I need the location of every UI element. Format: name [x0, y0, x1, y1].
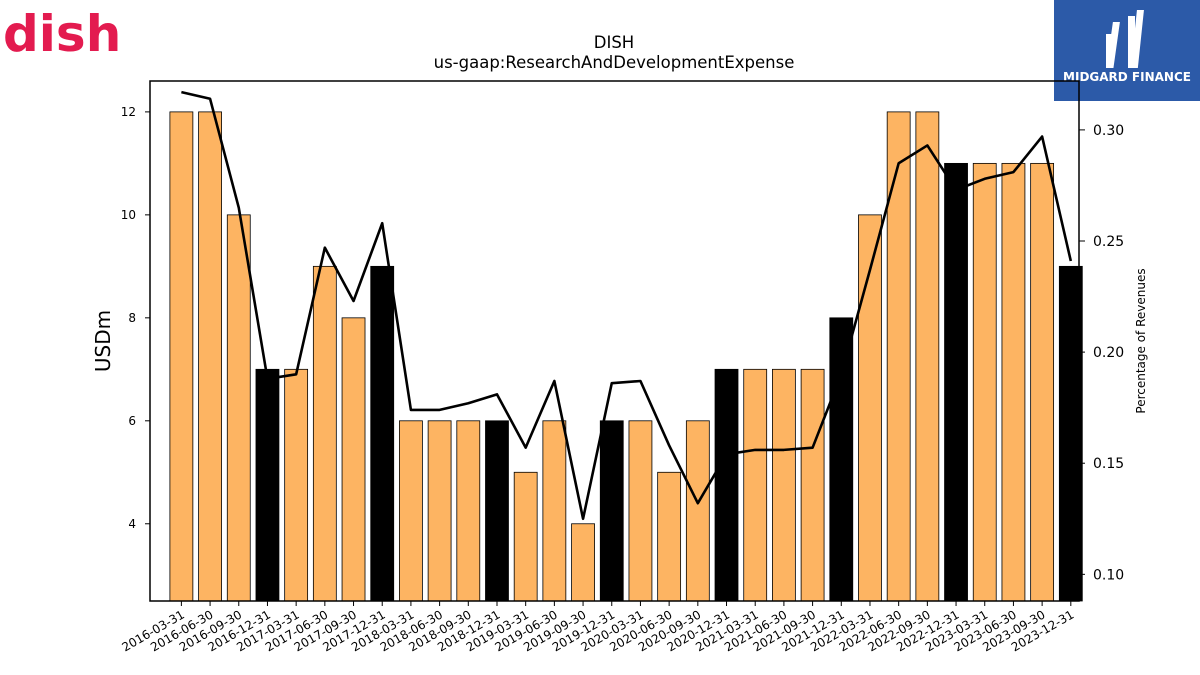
y-axis: 4 6 8 10 12: [121, 105, 150, 531]
bar-2021-09-30: [800, 368, 825, 602]
y-tick-label: 8: [128, 311, 136, 325]
y-tick-label: 6: [128, 414, 136, 428]
plot-frame: [149, 80, 1080, 602]
chart-title: DISH: [594, 33, 634, 52]
y2-axis: 0.10 0.15 0.20 0.25 0.30: [1079, 123, 1124, 583]
bar-2020-09-30: [685, 420, 710, 602]
bar-2021-12-31: [829, 317, 854, 602]
percentage-line: [181, 90, 1073, 521]
bar-2020-12-31: [714, 368, 739, 602]
bar-2016-03-31: [169, 111, 194, 602]
bar-2016-12-31: [255, 368, 280, 602]
chart-subtitle: us-gaap:ResearchAndDevelopmentExpense: [434, 53, 795, 72]
bar-2016-09-30: [226, 214, 251, 602]
x-axis: 2016-03-312016-06-302016-09-302016-12-31…: [119, 601, 1076, 654]
bar-2017-09-30: [341, 317, 366, 602]
bar-group: [169, 111, 1083, 602]
midgard-logo-wordmark: MIDGARD FINANCE: [1063, 70, 1191, 84]
bar-2018-06-30: [427, 420, 452, 602]
y-tick-label: 12: [121, 105, 136, 119]
bar-2022-09-30: [915, 111, 940, 602]
bar-2019-03-31: [513, 471, 538, 602]
bar-2017-06-30: [312, 265, 337, 602]
bar-2021-06-30: [772, 368, 796, 602]
bar-2020-06-30: [657, 471, 682, 602]
bar-2018-09-30: [456, 420, 481, 602]
y2-tick-label: 0.20: [1093, 345, 1124, 361]
y2-tick-label: 0.25: [1093, 234, 1124, 250]
bar-2016-06-30: [198, 111, 222, 602]
midgard-logo-graphic: MIDGARD FINANCE: [1063, 10, 1191, 84]
bar-2019-12-31: [599, 420, 624, 602]
bar-2017-03-31: [284, 368, 309, 602]
y2-tick-label: 0.30: [1093, 123, 1124, 139]
dish-logo-graphic: dish: [3, 5, 121, 63]
y2-tick-label: 0.10: [1093, 567, 1124, 583]
bar-2023-03-31: [972, 162, 997, 602]
dish-logo-wordmark: dish: [3, 5, 121, 60]
bar-2023-06-30: [1001, 162, 1026, 602]
midgard-mark-icon: [1106, 10, 1144, 68]
bar-2022-12-31: [944, 162, 968, 602]
y2-axis-label: Percentage of Revenues: [1134, 268, 1148, 413]
bar-2021-03-31: [743, 368, 768, 602]
bar-2023-09-30: [1030, 162, 1055, 602]
bar-2018-03-31: [399, 420, 423, 602]
y-axis-label: USDm: [91, 310, 115, 372]
dish-logo: dish: [0, 0, 145, 63]
bar-2020-03-31: [628, 420, 653, 602]
bar-2018-12-31: [485, 420, 509, 602]
bar-2019-09-30: [571, 523, 595, 602]
y2-tick-label: 0.15: [1093, 456, 1124, 472]
bar-2019-06-30: [542, 420, 567, 602]
y-tick-label: 4: [128, 517, 136, 531]
bar-2017-12-31: [370, 265, 395, 602]
y-tick-label: 10: [121, 208, 136, 222]
bar-2022-06-30: [886, 111, 911, 602]
